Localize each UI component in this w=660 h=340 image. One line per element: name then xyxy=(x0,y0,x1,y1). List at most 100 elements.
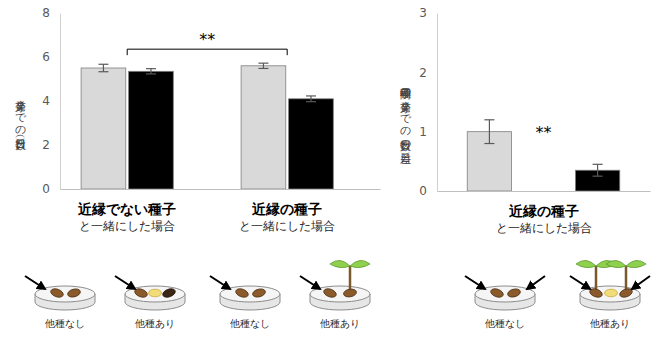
seed-icon xyxy=(252,288,267,299)
y-tick-label: 6 xyxy=(42,50,50,64)
seed-icon xyxy=(619,287,634,299)
error-bar-cap xyxy=(258,63,268,64)
y-tick: 6 xyxy=(42,50,60,64)
category-subtitle: と一緒にした場合 xyxy=(239,219,335,233)
sprout-leaf xyxy=(626,260,646,267)
error-bar xyxy=(146,69,156,74)
error-bar-cap xyxy=(484,143,494,144)
dish-icon xyxy=(570,260,650,310)
seed-icon xyxy=(67,288,82,299)
error-bar-stem xyxy=(263,63,264,68)
error-bar-cap xyxy=(306,101,316,102)
y-axis-title: 二種子間の発芽までの日数の差（日） xyxy=(399,80,412,164)
y-axis-line xyxy=(437,14,438,192)
category-label: 近縁の種子 xyxy=(251,201,322,217)
y-tick-label: 3 xyxy=(419,6,427,20)
y-tick: 2 xyxy=(419,66,437,80)
category-label: 近縁の種子 xyxy=(508,203,579,219)
bar xyxy=(241,66,286,189)
bar xyxy=(81,68,126,189)
condition-label: 他種あり xyxy=(590,318,630,329)
significance-label: ** xyxy=(536,123,552,142)
condition-label: 他種なし xyxy=(45,318,85,329)
chart-panel: 0 1 2 3 二種子間の発芽までの日数の差（日） 近縁の種子と一緒にした場合 ** 他種なし… xyxy=(399,6,651,329)
y-tick-label: 0 xyxy=(419,184,427,198)
error-bar-stem xyxy=(150,69,151,74)
y-axis: 0 1 2 3 xyxy=(419,6,437,198)
condition-label: 他種あり xyxy=(135,318,175,329)
significance-bracket xyxy=(127,49,287,55)
y-tick-label: 1 xyxy=(419,125,427,139)
bar xyxy=(289,99,334,189)
significance-label: ** xyxy=(199,30,215,49)
arrow-icon xyxy=(527,276,545,289)
arrow-icon xyxy=(465,276,485,289)
error-bar-stem xyxy=(310,96,311,102)
plot-area xyxy=(467,120,620,191)
plot-area xyxy=(81,63,333,189)
y-tick: 0 xyxy=(419,184,437,198)
dish-row xyxy=(465,260,650,310)
seed-icon xyxy=(343,288,357,298)
y-tick: 2 xyxy=(42,138,60,152)
sprout-leaf xyxy=(576,260,596,267)
error-bar-cap xyxy=(593,164,603,165)
seed-icon xyxy=(490,287,505,299)
y-tick-label: 8 xyxy=(42,6,50,20)
y-axis-title: 発芽までの日数（日） xyxy=(14,92,27,151)
condition-label: 他種あり xyxy=(320,318,360,329)
dish-icon xyxy=(210,276,280,310)
error-bar xyxy=(258,63,268,68)
x-axis xyxy=(61,189,381,190)
error-bar-cap xyxy=(593,176,603,177)
dish-icon xyxy=(300,260,370,310)
x-axis-line xyxy=(438,191,651,192)
dish-icon xyxy=(115,276,185,310)
arrow-icon xyxy=(570,276,590,289)
dish-icon xyxy=(465,276,545,310)
arrow-icon xyxy=(115,276,135,289)
seed-icon xyxy=(50,287,65,299)
seed-icon xyxy=(589,287,604,299)
sprout-leaf xyxy=(606,260,626,267)
y-tick-label: 2 xyxy=(42,138,50,152)
error-bar xyxy=(306,96,316,102)
seed-icon xyxy=(134,287,149,299)
category-label: 近縁でない種子 xyxy=(77,201,176,217)
error-bar-stem xyxy=(597,164,598,176)
category-subtitle: と一緒にした場合 xyxy=(79,219,175,233)
seed-icon xyxy=(507,288,522,299)
sprout-leaf xyxy=(330,260,350,267)
error-bar xyxy=(484,120,494,144)
error-bar-cap xyxy=(98,64,108,65)
chart-panel: 02468発芽までの日数（日）近縁でない種子と一緒にした場合近縁の種子と一緒にし… xyxy=(14,6,381,329)
error-bar-cap xyxy=(98,71,108,72)
seed-icon xyxy=(605,289,618,297)
y-axis-line xyxy=(60,14,61,190)
arrow-icon xyxy=(300,276,320,289)
condition-label: 他種なし xyxy=(485,318,525,329)
y-tick: 4 xyxy=(42,94,60,108)
y-tick-label: 4 xyxy=(42,94,50,108)
error-bar-cap xyxy=(306,95,316,96)
x-axis xyxy=(438,191,651,192)
seed-icon xyxy=(162,287,177,299)
seed-icon xyxy=(149,289,162,297)
y-tick-label: 2 xyxy=(419,66,427,80)
arrow-icon xyxy=(210,276,230,289)
error-bar-cap xyxy=(484,119,494,120)
y-tick: 0 xyxy=(42,182,60,196)
x-axis-line xyxy=(61,189,381,190)
error-bar-cap xyxy=(146,68,156,69)
seed-icon xyxy=(323,287,338,299)
error-bar xyxy=(593,164,603,176)
error-bar-cap xyxy=(146,73,156,74)
y-tick-label: 0 xyxy=(42,182,50,196)
y-tick: 1 xyxy=(419,125,437,139)
error-bar xyxy=(98,64,108,71)
error-bar-stem xyxy=(103,64,104,71)
y-axis: 0 2 4 6 8 xyxy=(42,6,60,196)
condition-label: 他種なし xyxy=(230,318,270,329)
sprout-leaf xyxy=(350,260,370,267)
category-subtitle: と一緒にした場合 xyxy=(496,221,592,235)
